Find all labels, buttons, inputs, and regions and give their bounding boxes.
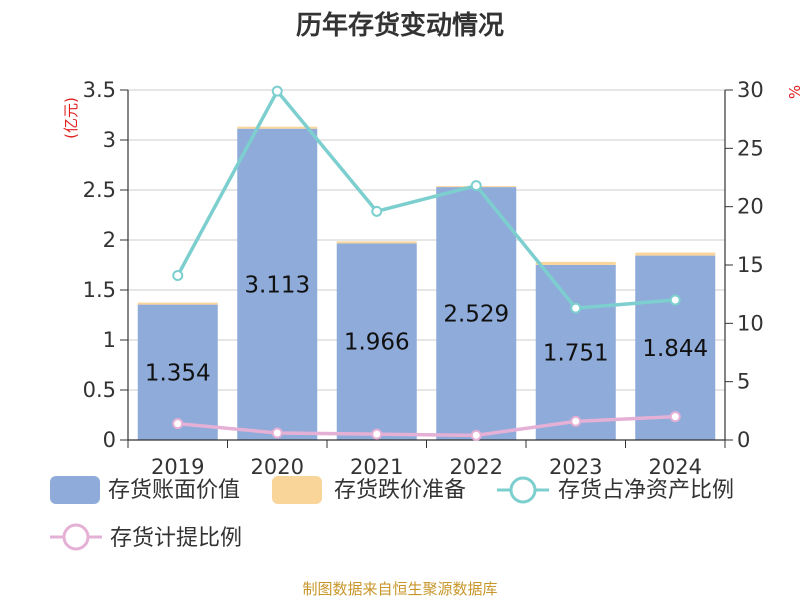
bar-book-value: [535, 264, 616, 440]
legend-marker-provision-ratio: [62, 523, 90, 551]
legend-label-impairment: 存货跌价准备: [334, 478, 466, 503]
point-net-asset-ratio: [371, 205, 383, 217]
left-axis-unit: (亿元): [62, 97, 80, 139]
gridlines: [128, 89, 725, 441]
left-tick-label: 1: [103, 328, 116, 352]
right-tick-label: 20: [737, 195, 764, 219]
bar-value-label: 2.529: [443, 302, 509, 328]
right-tick-label: 5: [737, 370, 750, 394]
point-net-asset-ratio: [470, 180, 482, 192]
right-tick-label: 10: [737, 311, 764, 335]
bar-book-value: [436, 187, 517, 440]
legend-swatch-impairment: [272, 476, 322, 504]
bar-value-label: 1.354: [145, 360, 211, 386]
x-tick-label: 2024: [649, 455, 702, 479]
legend-item-provision-ratio[interactable]: 存货计提比例: [50, 523, 242, 551]
point-provision-ratio: [470, 429, 482, 441]
bar-book-value: [237, 128, 318, 440]
point-provision-ratio: [371, 428, 383, 440]
line-net-asset-ratio: [176, 89, 676, 310]
bar-impairment: [237, 126, 318, 129]
legend: 存货账面价值 存货跌价准备 存货占净资产比例 存货计提比例: [50, 476, 734, 551]
bar-book-value: [336, 243, 417, 440]
bar-book-value: [635, 255, 716, 440]
line-provision-ratio: [177, 414, 676, 438]
left-tick-label: 2.5: [83, 178, 116, 202]
left-tick-label: 2: [103, 228, 116, 252]
point-provision-ratio: [271, 427, 283, 439]
chart-title: 历年存货变动情况: [296, 10, 504, 41]
legend-item-net-asset-ratio[interactable]: 存货占净资产比例: [497, 476, 734, 504]
point-provision-ratio: [669, 411, 681, 423]
x-tick-label: 2022: [450, 455, 503, 479]
legend-swatch-book-value: [50, 476, 100, 504]
x-axis-ticks: 2019 2020 2021 2022 2023 2024: [127, 440, 726, 479]
point-provision-ratio: [172, 418, 184, 430]
left-tick-label: 0.5: [83, 378, 116, 402]
bar-value-label: 3.113: [244, 272, 310, 298]
right-tick-label: 0: [737, 428, 750, 452]
legend-item-book-value[interactable]: 存货账面价值: [50, 476, 240, 504]
legend-label-book-value: 存货账面价值: [108, 478, 240, 503]
data-labels: 1.354 3.113 1.966 2.529 1.751 1.844: [145, 272, 708, 386]
x-tick-label: 2020: [251, 455, 304, 479]
bar-impairment: [137, 302, 218, 305]
legend-item-impairment[interactable]: 存货跌价准备: [272, 476, 466, 504]
right-axis-unit: %: [786, 85, 800, 99]
bar-value-label: 1.751: [543, 340, 609, 366]
point-net-asset-ratio: [172, 270, 184, 281]
left-axis-ticks: 0 0.5 1 1.5 2 2.5 3 3.5: [83, 78, 128, 452]
point-net-asset-ratio: [669, 294, 681, 306]
point-provision-ratio: [570, 415, 582, 427]
legend-marker-net-asset-ratio: [509, 476, 537, 504]
x-tick-label: 2021: [350, 455, 403, 479]
bars: [137, 126, 716, 440]
right-tick-label: 30: [737, 78, 764, 102]
bar-value-label: 1.844: [642, 336, 708, 362]
bar-value-label: 1.966: [344, 330, 410, 356]
left-tick-label: 1.5: [83, 278, 116, 302]
right-tick-label: 15: [737, 253, 764, 277]
bar-impairment: [336, 241, 417, 244]
lines: [172, 85, 681, 441]
legend-label-net-asset-ratio: 存货占净资产比例: [558, 478, 734, 503]
x-tick-label: 2019: [151, 455, 204, 479]
bar-impairment: [635, 252, 716, 256]
point-net-asset-ratio: [271, 85, 283, 97]
bar-book-value: [137, 304, 218, 440]
data-source-note: 制图数据来自恒生聚源数据库: [302, 580, 497, 598]
left-tick-label: 3: [103, 128, 116, 152]
x-tick-label: 2023: [549, 455, 602, 479]
legend-label-provision-ratio: 存货计提比例: [110, 526, 242, 551]
bar-impairment: [535, 261, 616, 265]
left-tick-label: 3.5: [83, 78, 116, 102]
right-axis-ticks: 0 5 10 15 20 25 30: [725, 78, 764, 452]
left-tick-label: 0: [103, 428, 116, 452]
right-tick-label: 25: [737, 136, 764, 160]
point-net-asset-ratio: [570, 302, 582, 314]
